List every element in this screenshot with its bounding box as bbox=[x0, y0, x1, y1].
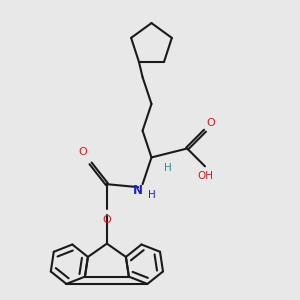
Text: N: N bbox=[133, 184, 143, 196]
Text: H: H bbox=[164, 164, 172, 173]
Text: O: O bbox=[207, 118, 215, 128]
Text: OH: OH bbox=[197, 171, 213, 181]
Text: H: H bbox=[148, 190, 155, 200]
Text: O: O bbox=[79, 147, 88, 158]
Text: O: O bbox=[103, 215, 111, 225]
